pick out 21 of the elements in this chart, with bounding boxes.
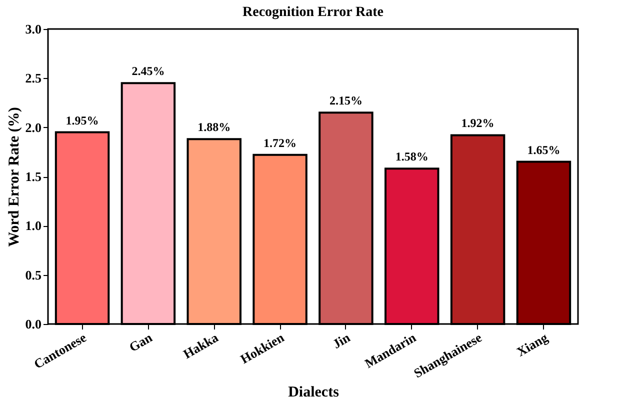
y-tick-label: 0.0 (25, 316, 42, 332)
y-tick-label: 2.5 (25, 70, 42, 86)
x-tick-label: Jin (330, 329, 354, 352)
x-axis-title: Dialects (288, 384, 340, 401)
data-label: 1.72% (264, 136, 297, 150)
chart-title: Recognition Error Rate (242, 5, 384, 20)
data-label: 2.45% (132, 64, 165, 78)
x-tick-label: Gan (126, 329, 156, 355)
data-label: 1.88% (198, 120, 231, 134)
y-tick-label: 3.0 (25, 22, 42, 36)
y-tick-label: 1.0 (25, 218, 42, 234)
data-label: 2.15% (329, 94, 362, 108)
data-label: 1.92% (461, 116, 494, 130)
x-tick-label: Xiang (514, 330, 551, 360)
y-tick-label: 0.5 (25, 267, 42, 282)
y-tick-label: 1.5 (25, 169, 42, 184)
data-label: 1.58% (395, 150, 428, 164)
data-label: 1.65% (527, 142, 560, 157)
y-tick-label: 2.0 (25, 120, 42, 135)
data-label: 1.95% (66, 113, 99, 128)
y-axis-title: Word Error Rate (%) (6, 107, 22, 247)
